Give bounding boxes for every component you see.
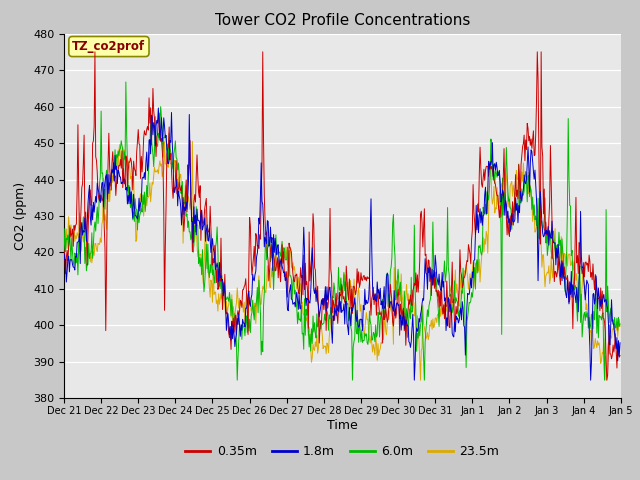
Title: Tower CO2 Profile Concentrations: Tower CO2 Profile Concentrations <box>214 13 470 28</box>
Text: TZ_co2prof: TZ_co2prof <box>72 40 145 53</box>
X-axis label: Time: Time <box>327 419 358 432</box>
Legend: 0.35m, 1.8m, 6.0m, 23.5m: 0.35m, 1.8m, 6.0m, 23.5m <box>180 440 504 463</box>
Y-axis label: CO2 (ppm): CO2 (ppm) <box>15 182 28 250</box>
